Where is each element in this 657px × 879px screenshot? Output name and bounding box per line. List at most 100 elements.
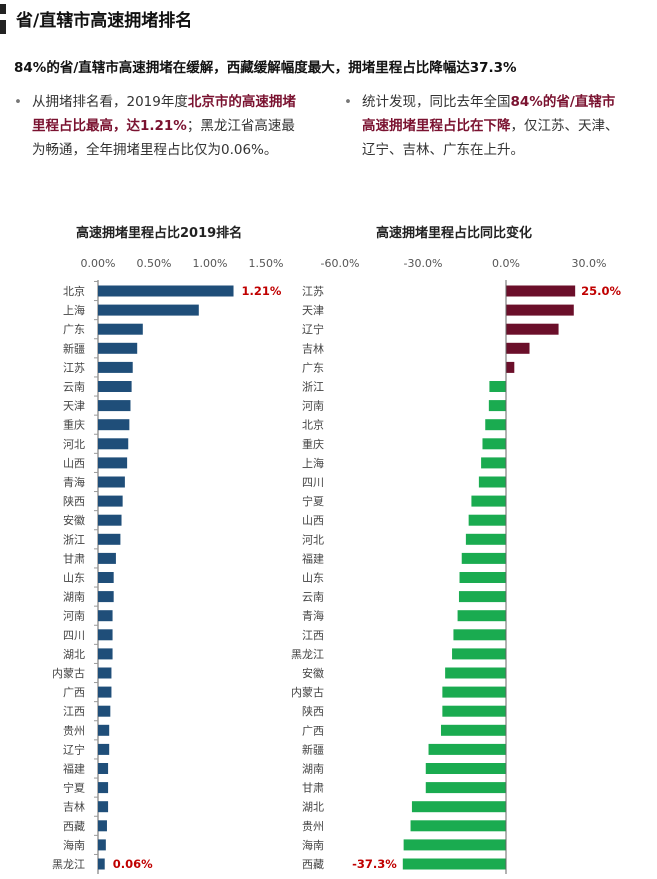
category-label: 福建 <box>302 551 324 565</box>
x-tick-label: 0.50% <box>137 257 172 270</box>
category-label: 河南 <box>302 400 324 413</box>
bar-新疆 <box>98 342 138 354</box>
category-label: 贵州 <box>302 820 324 833</box>
bullet-right-text-2: ，仅江苏、天津、辽宁、吉林、广东在上升。 <box>362 118 619 158</box>
category-label: 江苏 <box>302 285 324 298</box>
bar-四川 <box>98 629 113 641</box>
bar-陕西 <box>98 495 123 507</box>
bar-广西 <box>440 724 506 736</box>
category-label: 陕西 <box>302 704 324 718</box>
bar-湖南 <box>98 591 114 603</box>
bar-海南 <box>98 839 106 851</box>
bar-江苏 <box>506 285 576 297</box>
bar-江西 <box>98 705 111 717</box>
bar-云南 <box>458 591 506 603</box>
category-label: 天津 <box>302 304 324 317</box>
bar-宁夏 <box>98 782 109 794</box>
bar-上海 <box>98 304 199 316</box>
bar-湖北 <box>98 648 113 660</box>
bullet-left: • 从拥堵排名看，2019年度北京市的高速拥堵里程占比最高，达1.21%；黑龙江… <box>14 90 302 162</box>
chart-right-title: 高速拥堵里程占比同比变化 <box>376 226 533 241</box>
bar-上海 <box>481 457 506 469</box>
bar-河北 <box>98 438 129 450</box>
bar-安徽 <box>98 514 122 526</box>
bar-辽宁 <box>506 323 559 335</box>
category-label: 广西 <box>302 724 324 737</box>
bar-青海 <box>98 476 125 488</box>
category-label: 宁夏 <box>302 494 324 508</box>
bar-江西 <box>453 629 506 641</box>
data-label: 1.21% <box>242 284 282 298</box>
bar-陕西 <box>442 705 506 717</box>
category-label: 云南 <box>302 591 324 604</box>
category-label: 北京 <box>63 284 85 298</box>
bar-山西 <box>468 514 506 526</box>
category-label: 青海 <box>302 609 324 623</box>
x-tick-label: -30.0% <box>404 257 443 270</box>
category-label: 浙江 <box>63 533 85 546</box>
bullet-marker: • <box>14 94 22 110</box>
x-tick-label: 30.0% <box>572 257 607 270</box>
x-tick-label: -60.0% <box>321 257 360 270</box>
bar-广东 <box>98 323 143 335</box>
category-label: 山西 <box>302 514 324 527</box>
category-label: 河北 <box>63 438 85 451</box>
bar-西藏 <box>402 858 506 870</box>
category-label: 上海 <box>302 456 324 470</box>
bullet-left-text-1: 从拥堵排名看，2019年度 <box>32 94 188 110</box>
category-label: 吉林 <box>63 800 85 814</box>
x-tick-label: 1.50% <box>249 257 284 270</box>
category-label: 甘肃 <box>63 552 85 565</box>
bar-天津 <box>506 304 574 316</box>
bar-吉林 <box>506 342 530 354</box>
bar-山西 <box>98 457 128 469</box>
bar-湖北 <box>411 801 506 813</box>
category-label: 辽宁 <box>63 742 85 756</box>
headline: 84%的省/直辖市高速拥堵在缓解，西藏缓解幅度最大，拥堵里程占比降幅达37.3% <box>14 60 517 76</box>
category-label: 湖南 <box>302 763 324 776</box>
bullet-right-highlight: 84%的省/直辖市高速拥堵里程占比在下降 <box>362 94 616 134</box>
category-label: 宁夏 <box>63 781 85 795</box>
bar-云南 <box>98 381 132 392</box>
bar-新疆 <box>428 743 506 755</box>
bar-甘肃 <box>425 782 506 794</box>
bar-青海 <box>457 610 506 622</box>
category-label: 江苏 <box>63 361 85 374</box>
category-label: 新疆 <box>302 742 324 756</box>
category-label: 湖南 <box>63 591 85 604</box>
category-label: 福建 <box>63 762 85 776</box>
bar-贵州 <box>98 724 110 736</box>
chart-left-title: 高速拥堵里程占比2019排名 <box>76 226 243 241</box>
category-label: 河北 <box>302 533 324 546</box>
x-tick-label: 0.00% <box>81 257 116 270</box>
category-label: 四川 <box>302 476 324 489</box>
category-label: 上海 <box>63 303 85 317</box>
category-label: 内蒙古 <box>291 685 324 699</box>
bar-重庆 <box>98 419 130 431</box>
bar-河北 <box>465 533 506 545</box>
category-label: 辽宁 <box>302 322 324 336</box>
category-label: 内蒙古 <box>52 666 85 680</box>
bar-福建 <box>98 763 109 774</box>
bar-重庆 <box>482 438 506 450</box>
x-tick-label: 0.0% <box>492 257 520 270</box>
bar-浙江 <box>489 381 506 392</box>
bar-广东 <box>506 361 515 373</box>
category-label: 安徽 <box>302 666 324 680</box>
title-accent-bar <box>0 4 6 34</box>
category-label: 广西 <box>63 686 85 699</box>
category-label: 云南 <box>63 381 85 394</box>
x-tick-label: 1.00% <box>193 257 228 270</box>
bar-贵州 <box>410 820 506 832</box>
category-label: 浙江 <box>302 381 324 394</box>
bullet-marker: • <box>344 94 352 110</box>
bar-内蒙古 <box>442 686 506 698</box>
category-label: 山东 <box>63 572 85 585</box>
bar-吉林 <box>98 801 109 813</box>
bar-黑龙江 <box>452 648 506 660</box>
bar-四川 <box>478 476 506 488</box>
bullet-left-text-2: ；黑龙江省高速最为畅通，全年拥堵里程占比仅为0.06%。 <box>32 118 295 158</box>
bar-湖南 <box>425 763 506 774</box>
category-label: 四川 <box>63 629 85 642</box>
bar-山东 <box>459 572 506 583</box>
